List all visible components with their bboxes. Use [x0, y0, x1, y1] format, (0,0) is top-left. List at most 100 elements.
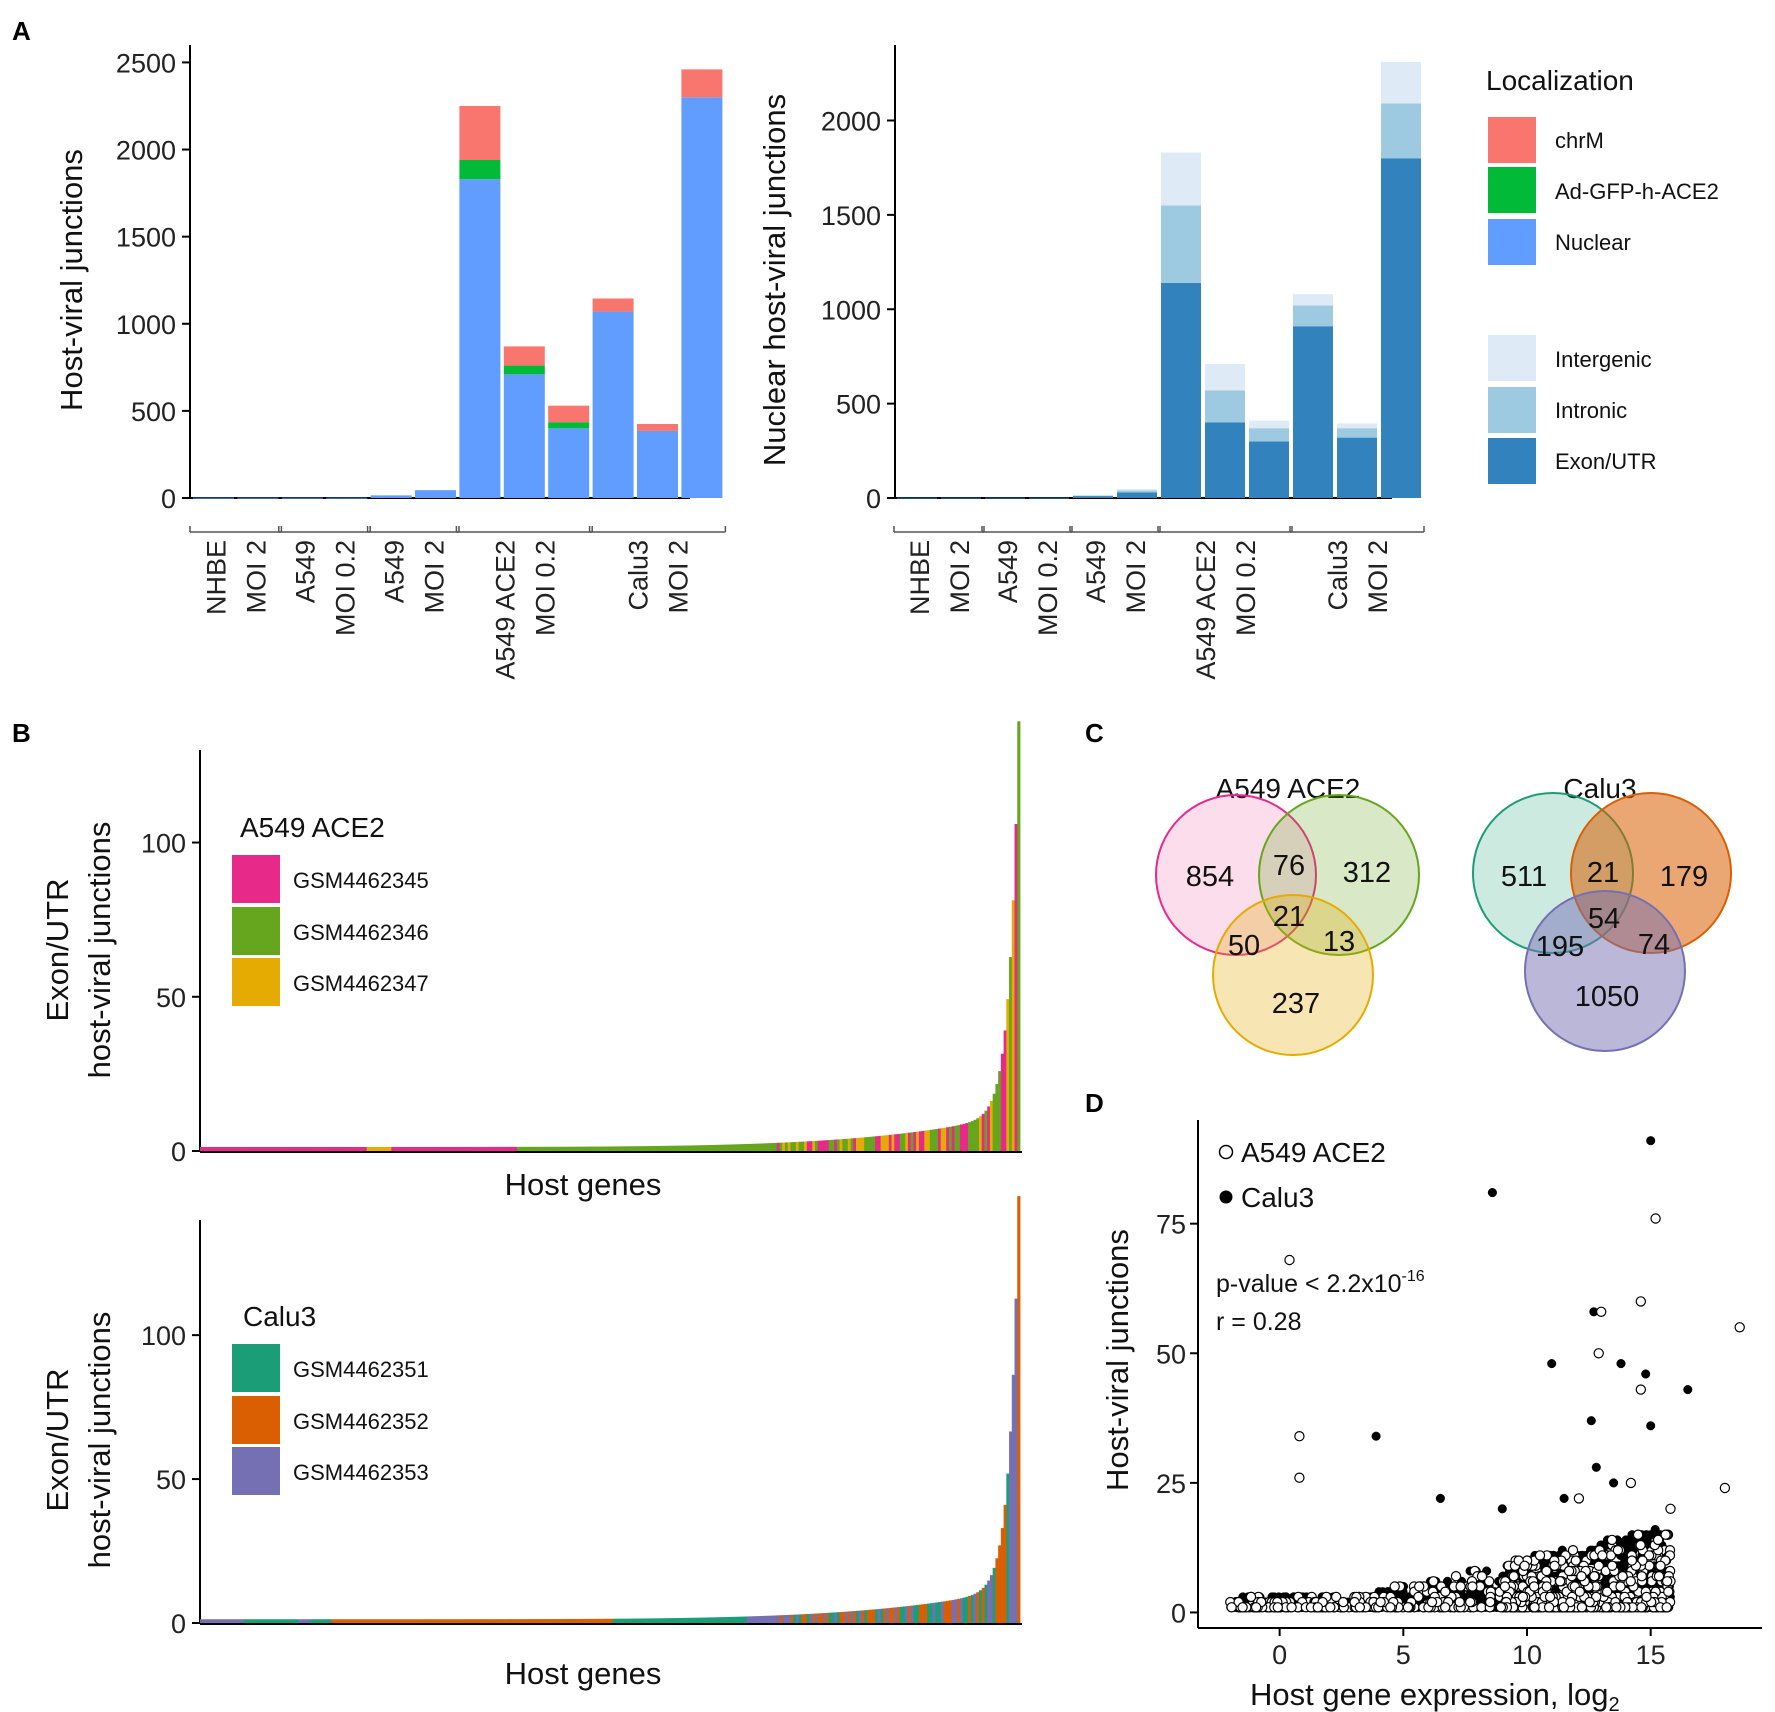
- gene-bar: [697, 1617, 701, 1623]
- gene-bar: [733, 1144, 737, 1151]
- gene-bar: [224, 1619, 228, 1623]
- gene-bar: [508, 1146, 512, 1151]
- pvalue-exponent: -16: [1402, 1268, 1425, 1285]
- gene-bar: [683, 1145, 687, 1151]
- gene-bar: [538, 1619, 543, 1623]
- gene-bar: [579, 1146, 584, 1151]
- point-a549-ace2: [1476, 1570, 1488, 1582]
- gene-bar: [875, 1609, 879, 1623]
- gene-bar: [413, 1619, 417, 1623]
- gene-bar: [793, 1614, 797, 1623]
- point-a549-ace2: [1245, 1591, 1257, 1603]
- gene-bar: [823, 1613, 827, 1623]
- x-category-label: NHBE: [202, 540, 232, 615]
- gene-bar: [875, 1136, 879, 1151]
- gene-bar: [227, 1619, 231, 1623]
- gene-bar: [856, 1137, 860, 1151]
- gene-bar: [208, 1619, 212, 1623]
- gene-bar: [752, 1616, 756, 1623]
- gene-bar: [514, 1619, 518, 1623]
- gene-bar: [629, 1146, 633, 1151]
- point-a549-ace2: [1626, 1555, 1638, 1566]
- legend-marker-calu3: [1219, 1190, 1233, 1204]
- gene-bar: [257, 1146, 261, 1151]
- gene-bar: [883, 1608, 887, 1623]
- gene-bar: [998, 1071, 1002, 1151]
- gene-bar: [555, 1619, 559, 1623]
- gene-bar: [782, 1615, 786, 1623]
- y-tick-label: 1000: [821, 295, 881, 325]
- gene-bar: [968, 1595, 972, 1623]
- bar-nuclear: [592, 311, 634, 498]
- gene-bar: [454, 1619, 458, 1623]
- y-tick-label: 100: [141, 1321, 186, 1351]
- gene-bar: [790, 1142, 794, 1151]
- gene-bar: [574, 1618, 578, 1623]
- gene-bar: [582, 1618, 586, 1623]
- gene-bar: [599, 1618, 603, 1623]
- gene-bar: [1014, 1298, 1018, 1623]
- gene-bar: [579, 1618, 584, 1623]
- point-calu3: [1624, 1540, 1634, 1550]
- point-a549-ace2: [1544, 1591, 1556, 1603]
- gene-bar: [724, 1617, 728, 1623]
- gene-bar: [894, 1134, 898, 1151]
- gene-bar: [713, 1144, 717, 1151]
- gene-bar: [473, 1146, 477, 1151]
- point-a549-ace2: [1402, 1602, 1414, 1613]
- gene-bar: [615, 1146, 619, 1151]
- gene-bar: [675, 1145, 679, 1151]
- gene-bar: [866, 1136, 871, 1151]
- gene-bar: [631, 1618, 635, 1623]
- point-a549-ace2: [1719, 1482, 1731, 1494]
- gene-bar: [317, 1146, 321, 1151]
- gene-bar: [331, 1619, 335, 1623]
- gene-bar: [456, 1619, 461, 1623]
- point-calu3: [1487, 1188, 1497, 1198]
- y-tick-label: 0: [1171, 1598, 1186, 1628]
- gene-bar: [754, 1143, 758, 1151]
- gene-bar: [399, 1146, 403, 1151]
- gene-bar: [716, 1144, 720, 1151]
- gene-bar: [927, 1130, 931, 1151]
- point-a549-ace2: [1641, 1591, 1652, 1603]
- gene-bar: [290, 1619, 294, 1623]
- gene-bar: [350, 1146, 354, 1151]
- gene-bar: [426, 1146, 430, 1151]
- legend-label-ad-gfp: Ad-GFP-h-ACE2: [1555, 179, 1719, 204]
- gene-bar: [670, 1618, 674, 1623]
- gene-bar: [902, 1606, 906, 1623]
- gene-bar: [377, 1146, 381, 1151]
- gene-bar: [948, 1600, 953, 1623]
- point-a549-ace2: [1385, 1602, 1396, 1613]
- r-annotation: r = 0.28: [1216, 1308, 1301, 1336]
- gene-bar: [689, 1145, 693, 1151]
- gene-bar: [784, 1142, 789, 1151]
- gene-bar: [730, 1144, 734, 1151]
- point-a549-ace2: [1455, 1581, 1466, 1592]
- bar-nuclear: [237, 497, 279, 499]
- venn-region-c-only: 1050: [1575, 981, 1640, 1013]
- gene-bar: [396, 1146, 400, 1151]
- x-category-label: MOI 0.2: [1231, 540, 1261, 636]
- gene-bar: [938, 1128, 942, 1151]
- gene-bar: [940, 1128, 944, 1151]
- gene-bar: [216, 1619, 220, 1623]
- gene-bar: [500, 1146, 504, 1151]
- gene-bar: [303, 1619, 307, 1623]
- gene-bar: [262, 1619, 266, 1623]
- gene-bar: [541, 1146, 545, 1151]
- gene-bar: [727, 1616, 731, 1623]
- chart-d-scatter: Host-viral junctions Host gene expressio…: [1100, 1120, 1762, 1712]
- gene-bar: [205, 1619, 209, 1623]
- gene-bar: [886, 1135, 890, 1151]
- panel-label-a: A: [12, 16, 31, 46]
- gene-bar: [312, 1146, 316, 1151]
- bar-intronic: [1205, 390, 1245, 423]
- legend-swatch-intronic: [1488, 387, 1536, 433]
- gene-bar: [292, 1619, 297, 1623]
- gene-bar: [880, 1135, 884, 1151]
- gene-bar: [757, 1143, 761, 1151]
- gene-bar: [336, 1619, 340, 1623]
- bar-exon-utr: [1337, 437, 1377, 498]
